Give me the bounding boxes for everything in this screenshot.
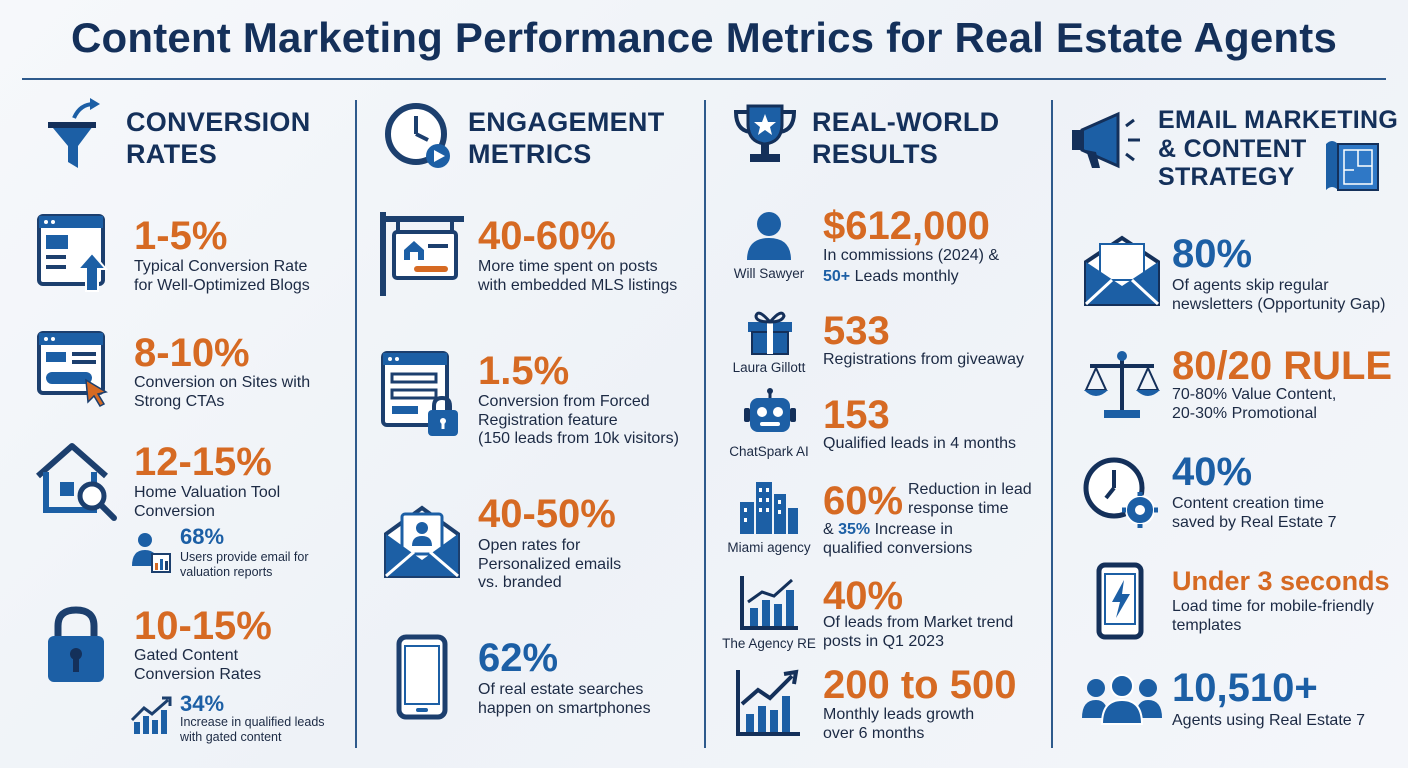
stat-description: Registrations from giveaway: [823, 351, 1024, 368]
trophy-icon: [733, 104, 797, 162]
stat-description: Agents using Real Estate 7: [1172, 712, 1366, 729]
stat-value: 153: [823, 393, 890, 437]
stat-value: 200 to 500: [823, 663, 1017, 707]
column-divider: [704, 100, 706, 748]
column-divider: [355, 100, 357, 748]
stat-value: 60%: [823, 479, 904, 523]
sub-stat-value: 68%: [180, 524, 225, 549]
clock-play-icon: [385, 103, 450, 168]
user-chart-icon: [132, 533, 171, 573]
stat-value: 12-15%: [134, 440, 272, 484]
robot-icon: [744, 388, 796, 432]
megaphone-icon: [1072, 111, 1140, 169]
stat-description: Gated Content Conversion Rates: [134, 647, 262, 683]
stat-description: Monthly leads growth over 6 months: [823, 706, 975, 742]
case-name: Laura Gillott: [732, 360, 806, 375]
case-name: ChatSpark AI: [729, 444, 809, 459]
growth-chart-icon: [130, 696, 172, 734]
stat-description: Of leads from Market trend posts in Q1 2…: [823, 614, 1014, 650]
city-icon: [740, 482, 798, 534]
stat-value: 80/20 RULE: [1172, 344, 1393, 388]
stat-value: 40%: [823, 574, 904, 618]
stat-value: 80%: [1172, 232, 1253, 276]
blog-upload-icon: [37, 214, 108, 292]
stat-value: 1.5%: [478, 349, 570, 393]
page-title: Content Marketing Performance Metrics fo…: [70, 14, 1338, 61]
case-name: Will Sawyer: [733, 266, 805, 281]
people-icon: [1082, 674, 1162, 725]
stat-value: 62%: [478, 636, 559, 680]
sub-stat-description: Users provide email for valuation report…: [180, 550, 309, 579]
inline-text: Leads monthly: [854, 268, 959, 285]
stat-description: Of real estate searches happen on smartp…: [478, 681, 651, 717]
blueprint-icon: [1326, 141, 1379, 191]
stat-value: 1-5%: [134, 214, 228, 258]
padlock-icon: [48, 606, 104, 682]
conversion-heading: CONVERSION RATES: [126, 107, 311, 169]
stat-description: Of agents skip regular newsletters (Oppo…: [1172, 277, 1386, 313]
scale-icon: [1084, 351, 1160, 418]
sub-stat-value: 34%: [180, 691, 225, 716]
stat-value: 10,510+: [1172, 666, 1318, 710]
funnel-icon: [48, 98, 100, 168]
form-lock-icon: [381, 351, 458, 436]
stat-description: Home Valuation Tool Conversion: [134, 484, 281, 520]
stat-description: Open rates for Personalized emails vs. b…: [478, 537, 622, 591]
bar-chart-icon: [740, 576, 798, 630]
column-divider: [1051, 100, 1053, 748]
stat-description: More time spent on posts with embedded M…: [478, 258, 678, 294]
inline-value: 35%: [838, 521, 871, 538]
stat-value: 8-10%: [134, 331, 250, 375]
case-name: Miami agency: [727, 540, 811, 555]
engagement-heading: ENGAGEMENT METRICS: [468, 107, 665, 169]
stat-description-line2: & 35% Increase in qualified conversions: [823, 521, 972, 558]
envelope-icon: [1084, 235, 1160, 306]
stat-value: 10-15%: [134, 604, 272, 648]
email-person-icon: [384, 505, 460, 578]
stat-description: Qualified leads in 4 months: [823, 435, 1016, 452]
sub-stat-description: Increase in qualified leads with gated c…: [180, 715, 325, 744]
clock-gear-icon: [1083, 457, 1158, 528]
stat-value: 40%: [1172, 450, 1253, 494]
stat-description: Conversion from Forced Registration feat…: [478, 393, 679, 447]
smartphone-icon: [396, 634, 448, 720]
title-divider: [22, 78, 1386, 80]
stat-value: Under 3 seconds: [1172, 566, 1390, 596]
stat-value: 40-60%: [478, 214, 616, 258]
stat-description: Content creation time saved by Real Esta…: [1172, 495, 1337, 531]
cta-click-icon: [37, 331, 108, 407]
stat-side-description: Reduction in lead response time: [908, 481, 1032, 517]
person-icon: [747, 212, 791, 260]
stat-value: 533: [823, 309, 890, 353]
stat-value: $612,000: [823, 204, 990, 248]
inline-value: 50+: [823, 268, 851, 285]
trend-up-icon: [736, 669, 800, 736]
case-name: The Agency RE: [722, 636, 816, 651]
stat-description: In commissions (2024) &: [823, 247, 1000, 264]
stat-description-line2: 50+ Leads monthly: [823, 268, 959, 287]
house-search-icon: [36, 443, 117, 521]
email-heading: EMAIL MARKETING & CONTENT STRATEGY: [1158, 106, 1399, 191]
stat-description: Load time for mobile-friendly templates: [1172, 598, 1374, 634]
gift-icon: [748, 311, 792, 355]
stat-description: 70-80% Value Content, 20-30% Promotional: [1172, 386, 1337, 422]
stat-value: 40-50%: [478, 492, 616, 536]
listing-sign-icon: [380, 212, 464, 296]
stat-description: Conversion on Sites with Strong CTAs: [134, 374, 311, 410]
phone-bolt-icon: [1096, 562, 1144, 640]
results-heading: REAL-WORLD RESULTS: [812, 107, 1000, 169]
stat-description: Typical Conversion Rate for Well-Optimiz…: [134, 258, 310, 294]
inline-prefix: &: [823, 521, 834, 538]
inline-text: Increase in qualified conversions: [823, 521, 973, 557]
